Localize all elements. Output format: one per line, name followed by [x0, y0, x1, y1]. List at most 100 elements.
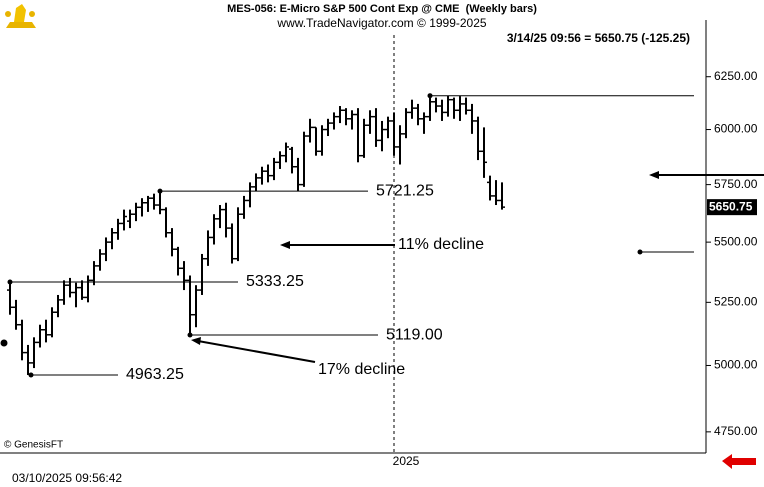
- ohlc-bar: [301, 131, 307, 187]
- ohlc-bar: [19, 319, 25, 361]
- scroll-button[interactable]: [722, 454, 756, 469]
- ohlc-bar: [397, 125, 403, 165]
- ohlc-bar: [79, 280, 85, 300]
- ohlc-bar: [211, 214, 217, 245]
- ohlc-bar: [277, 151, 283, 169]
- level-label: 5721.25: [376, 182, 434, 199]
- ohlc-bar: [481, 127, 487, 178]
- copyright: © GenesisFT: [4, 440, 63, 451]
- ohlc-bar: [61, 280, 67, 305]
- ohlc-bar: [265, 164, 271, 183]
- level-label: 5119.00: [386, 326, 443, 343]
- ohlc-bar: [37, 324, 43, 348]
- ohlc-bar: [199, 253, 205, 295]
- chart-subtitle: www.TradeNavigator.com © 1999-2025: [276, 16, 486, 30]
- ohlc-bar: [91, 261, 97, 286]
- ohlc-bar: [145, 195, 151, 212]
- ohlc-bar: [337, 106, 343, 124]
- y-tick-label: 5500.00: [714, 234, 758, 248]
- price-label: 5650.75: [709, 199, 753, 213]
- y-tick-label: 4750.00: [714, 424, 758, 438]
- x-tick-label: 2025: [393, 454, 420, 468]
- price-box: [707, 199, 757, 216]
- ohlc-bar: [289, 146, 295, 174]
- logo: [5, 4, 36, 28]
- ohlc-bar: [187, 275, 193, 336]
- level-label: 4963.25: [126, 366, 184, 383]
- ohlc-bar: [127, 209, 133, 229]
- ohlc-bar: [439, 99, 445, 121]
- y-tick-label: 5250.00: [714, 295, 758, 309]
- level-label: 5333.25: [246, 273, 304, 290]
- status: 3/14/25 09:56 = 5650.75 (-125.25): [507, 31, 690, 45]
- ohlc-bar: [73, 282, 79, 308]
- ohlc-bar: [463, 97, 469, 115]
- ohlc-bar: [331, 112, 337, 130]
- ohlc-bar: [181, 261, 187, 291]
- ohlc-bar: [25, 344, 31, 376]
- ohlc-bar: [175, 246, 181, 276]
- ohlc-bar: [325, 118, 331, 137]
- ohlc-bar: [367, 110, 373, 134]
- ohlc-bar: [115, 218, 121, 240]
- ohlc-bar: [43, 319, 49, 343]
- ohlc-bar: [109, 228, 115, 250]
- timestamp: 03/10/2025 09:56:42: [12, 471, 122, 485]
- ohlc-bar: [409, 99, 415, 119]
- ohlc-bar: [253, 173, 259, 192]
- ohlc-bar: [457, 96, 463, 121]
- ohlc-bar: [313, 126, 319, 156]
- ohlc-bar: [421, 112, 427, 134]
- ohlc-bar: [385, 116, 391, 139]
- ohlc-bar: [7, 281, 13, 315]
- ohlc-bar: [67, 277, 73, 298]
- ohlc-bar: [271, 157, 277, 181]
- ohlc-bar: [355, 108, 361, 163]
- ohlc-bar: [283, 142, 289, 163]
- ohlc-bar: [55, 294, 61, 318]
- ohlc-bar: [349, 110, 355, 130]
- y-tick-label: 6000.00: [714, 122, 758, 136]
- ohlc-bar: [427, 95, 433, 121]
- ohlc-bar: [373, 108, 379, 147]
- ohlc-bar: [229, 223, 235, 264]
- ohlc-bar: [205, 230, 211, 266]
- ohlc-bar: [139, 198, 145, 217]
- ohlc-bar: [121, 209, 127, 231]
- ohlc-bar: [403, 108, 409, 139]
- ohlc-bar: [49, 307, 55, 338]
- ohlc-bar: [475, 116, 481, 161]
- y-tick-label: 6250.00: [714, 69, 758, 83]
- ohlc-bar: [295, 157, 301, 192]
- chart-title: MES-056: E-Micro S&P 500 Cont Exp @ CME …: [227, 3, 537, 15]
- ohlc-bar: [85, 275, 91, 303]
- ohlc-bar: [307, 118, 313, 143]
- ohlc-bar: [487, 175, 493, 201]
- level-dot: [28, 372, 34, 378]
- ohlc-bar: [169, 228, 175, 257]
- ohlc-bar: [31, 337, 37, 369]
- ohlc-bar: [433, 97, 439, 113]
- ohlc-bar: [241, 195, 247, 219]
- annotation: 17% decline: [318, 361, 405, 378]
- ohlc-bar: [493, 180, 499, 206]
- ohlc-bar: [499, 182, 505, 210]
- ohlc-bar: [151, 193, 157, 210]
- ohlc-bar: [451, 97, 457, 119]
- ohlc-bar: [103, 237, 109, 262]
- ohlc-bar: [343, 108, 349, 126]
- ohlc-bar: [223, 202, 229, 238]
- ohlc-bar: [415, 103, 421, 126]
- y-tick-label: 5000.00: [714, 358, 758, 372]
- ohlc-bar: [259, 166, 265, 185]
- ohlc-bar: [133, 202, 139, 222]
- annotation: 11% decline: [398, 236, 484, 253]
- ohlc-bar: [235, 207, 241, 262]
- ohlc-bar: [361, 118, 367, 158]
- ohlc-bar: [217, 205, 223, 229]
- y-tick-label: 5750.00: [714, 177, 758, 191]
- decline-arrows: [0, 171, 764, 363]
- ohlc-bar: [193, 285, 199, 328]
